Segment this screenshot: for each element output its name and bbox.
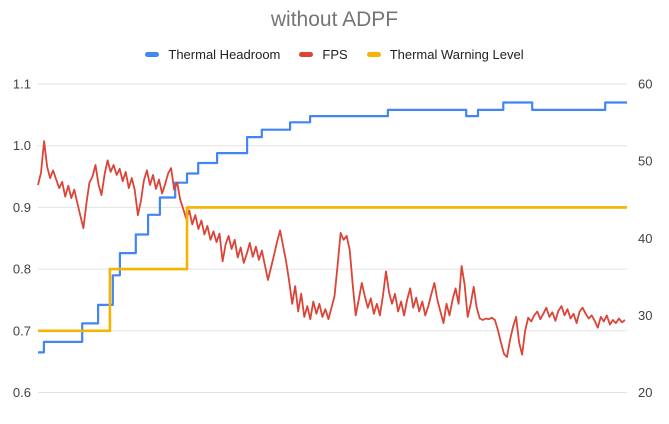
chart-legend: Thermal Headroom FPS Thermal Warning Level bbox=[0, 45, 669, 63]
left-axis-tick-label: 0.8 bbox=[13, 262, 31, 277]
legend-swatch-icon bbox=[366, 51, 381, 57]
legend-label: Thermal Warning Level bbox=[389, 46, 524, 62]
right-axis-tick-label: 50 bbox=[638, 154, 652, 169]
right-axis-tick-label: 30 bbox=[638, 308, 652, 323]
right-axis-tick-label: 60 bbox=[638, 77, 652, 92]
left-axis-tick-label: 0.9 bbox=[13, 200, 31, 215]
chart-title: without ADPF bbox=[270, 8, 399, 31]
legend-label: FPS bbox=[322, 46, 348, 62]
legend-item-fps: FPS bbox=[299, 46, 348, 62]
series-line-thermal-warning-level bbox=[38, 206, 627, 333]
right-axis-tick-label: 20 bbox=[638, 385, 652, 400]
series-line-fps bbox=[37, 140, 626, 358]
legend-swatch-icon bbox=[299, 51, 314, 57]
legend-item-thermal-warning-level: Thermal Warning Level bbox=[366, 46, 524, 62]
left-axis-tick-label: 0.7 bbox=[13, 323, 31, 338]
right-axis-tick-label: 40 bbox=[638, 231, 652, 246]
legend-swatch-icon bbox=[145, 51, 160, 57]
legend-item-thermal-headroom: Thermal Headroom bbox=[145, 47, 280, 62]
left-axis-tick-label: 1.0 bbox=[13, 138, 31, 153]
left-axis-tick-label: 0.6 bbox=[13, 385, 31, 400]
series-line-thermal-headroom bbox=[38, 101, 627, 354]
left-axis-tick-label: 1.1 bbox=[13, 77, 31, 92]
legend-label: Thermal Headroom bbox=[168, 46, 281, 62]
